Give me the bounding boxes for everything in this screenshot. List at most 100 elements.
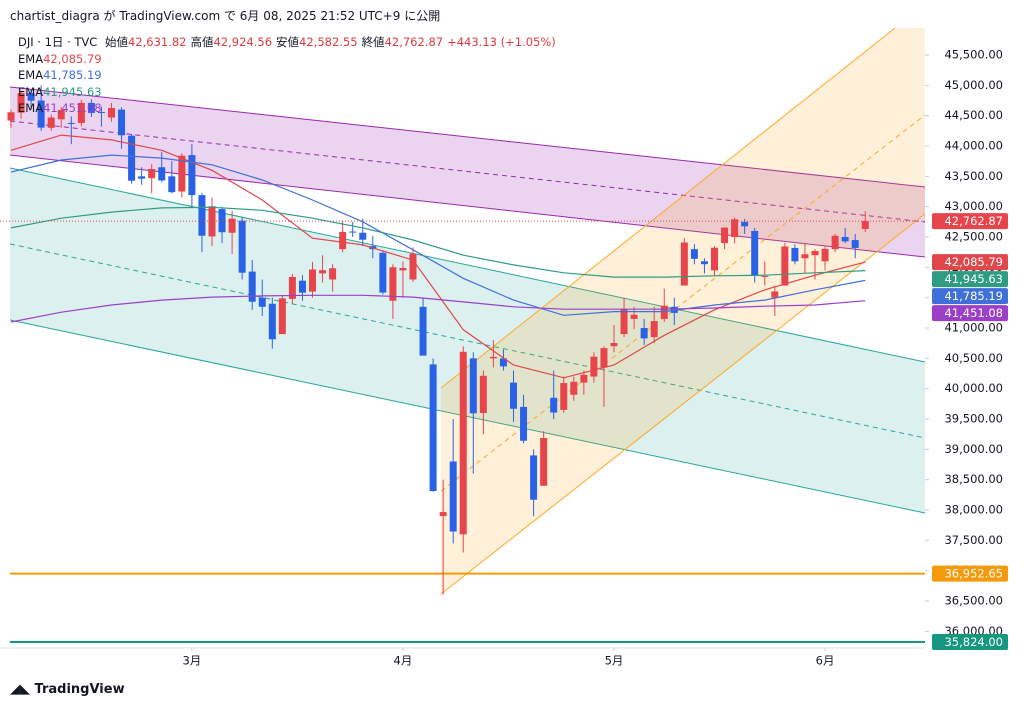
orange-channel [441, 28, 925, 594]
candle-body [791, 247, 799, 262]
candle-body [118, 109, 126, 136]
x-tick-label: 6月 [816, 654, 835, 668]
candle-body [851, 240, 859, 248]
x-tick-label: 5月 [605, 654, 624, 668]
candle-body [700, 261, 708, 265]
ohlc-label: 高値 [190, 35, 214, 49]
footer-logo: ◢◣ TradingView [10, 682, 125, 697]
candle-body [620, 308, 628, 335]
candle-body [399, 267, 407, 271]
channel-line [9, 167, 926, 363]
price-tag-label: 41,785.19 [944, 289, 1003, 303]
price-tag-label: 42,762.87 [944, 214, 1003, 228]
candle-body [680, 242, 688, 286]
candle-body [811, 250, 819, 256]
candle-body [248, 271, 256, 302]
candle-body [208, 206, 216, 237]
candle-body [148, 169, 156, 179]
ohlc-value: 42,924.56 [213, 35, 273, 49]
ohlc-row: DJI · 1日 · TVC 始値42,631.82 高値42,924.56 安値4… [18, 34, 560, 51]
candle-body [298, 280, 306, 293]
candle-body [831, 235, 839, 250]
candle-body [359, 232, 367, 240]
candle-body [751, 230, 759, 276]
candle-body [67, 122, 75, 124]
y-tick-label: 39,000.00 [944, 442, 1003, 456]
candle-body [449, 461, 457, 532]
price-tag [932, 271, 1008, 288]
y-tick-label: 45,000.00 [944, 78, 1003, 92]
candle-body [319, 270, 327, 274]
candle-body [499, 358, 507, 367]
channel-line [440, 213, 926, 595]
ema-legend-row: EMA41,785.19 [18, 67, 560, 84]
candle-body [560, 383, 568, 410]
candle-body [479, 375, 487, 413]
x-tick-label: 4月 [394, 654, 413, 668]
price-tag-label: 42,085.79 [944, 255, 1003, 269]
candle-body [168, 176, 176, 193]
candle-body [339, 231, 347, 250]
price-tag-label: 41,451.08 [944, 306, 1003, 320]
y-tick-label: 45,500.00 [944, 47, 1003, 61]
y-tick-label: 41,000.00 [944, 321, 1003, 335]
candle-body [630, 314, 638, 319]
candle-body [690, 249, 698, 259]
candle-body [861, 221, 869, 230]
ema-value: 41,451.08 [43, 101, 102, 115]
candle-body [439, 512, 447, 517]
candle-body [309, 269, 316, 292]
candle-body [459, 351, 467, 535]
logo-mark: ◢◣ [10, 682, 35, 697]
header: chartist_diagra が TradingView.com で 6月 0… [10, 9, 441, 23]
candle-body [379, 252, 387, 293]
candle-body [821, 248, 829, 262]
y-tick-label: 38,000.00 [944, 503, 1003, 517]
ohlc-label: 安値 [276, 35, 300, 49]
candle-body [600, 348, 608, 368]
candle-body [580, 374, 588, 383]
candle-body [349, 231, 357, 233]
channel-mid [9, 243, 926, 439]
price-tag-label: 41,945.63 [944, 272, 1003, 286]
candle-body [278, 298, 286, 335]
y-tick-label: 36,500.00 [944, 594, 1003, 608]
candle-body [198, 195, 206, 236]
candle-body [640, 328, 648, 339]
symbol: DJI · 1日 · TVC [18, 35, 98, 49]
candle-body [158, 167, 166, 181]
candle-body [550, 397, 558, 413]
channel-line [9, 319, 926, 514]
candle-body [540, 438, 548, 486]
price-tag [932, 565, 1008, 582]
ohlc-value: 42,631.82 [127, 35, 187, 49]
y-tick-label: 42,500.00 [944, 230, 1003, 244]
candle-body [409, 253, 417, 280]
candle-body [37, 100, 45, 128]
price-tag-label: 36,952.65 [944, 567, 1003, 581]
ema-name: EMA [18, 101, 44, 115]
candle-body [761, 275, 769, 277]
price-tag [932, 288, 1008, 305]
ema-legend: EMA42,085.79 EMA41,785.19 EMA41,945.63 EMA4… [18, 51, 560, 117]
price-tag [932, 634, 1008, 651]
candle-body [268, 303, 276, 340]
price-tag-label: 35,824.00 [944, 635, 1003, 649]
price-tag [932, 254, 1008, 271]
y-tick-label: 40,500.00 [944, 351, 1003, 365]
ema-name: EMA [18, 68, 44, 82]
ohlc-label: 終値 [361, 35, 385, 49]
candle-body [489, 356, 497, 359]
ohlc-label: 始値 [104, 35, 128, 49]
y-tick-label: 40,000.00 [944, 381, 1003, 395]
candle-body [429, 364, 437, 491]
ema-name: EMA [18, 84, 44, 99]
channel-line [9, 86, 926, 188]
ohlc-value: 42,582.55 [299, 35, 358, 49]
channel-mid [9, 120, 926, 223]
candle-body [47, 117, 55, 128]
candle-body [530, 455, 538, 500]
candle-body [87, 102, 95, 113]
y-tick-label: 38,500.00 [944, 472, 1003, 486]
